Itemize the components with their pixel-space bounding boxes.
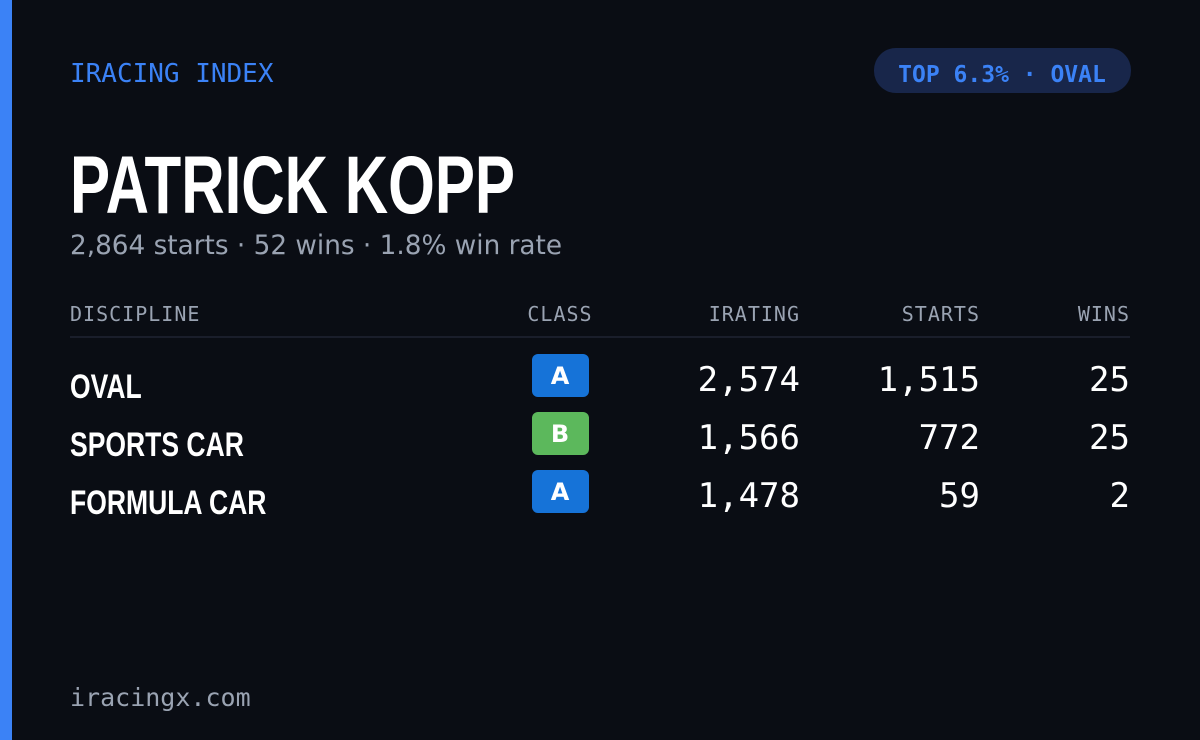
stat-value: 1,515 bbox=[878, 360, 980, 400]
player-name: PATRICK KOPP bbox=[70, 140, 515, 231]
badge: TOP 6.3% · OVAL bbox=[898, 62, 1106, 88]
discipline: OVAL bbox=[70, 368, 142, 406]
brand: IRACING INDEX bbox=[70, 59, 274, 89]
stat-value: 59 bbox=[939, 476, 980, 516]
stat-value: 25 bbox=[1089, 360, 1130, 400]
class-label: B bbox=[551, 420, 569, 448]
column-header: IRATING bbox=[709, 302, 800, 326]
badge-bg bbox=[874, 48, 1131, 93]
stat-value: 1,478 bbox=[698, 476, 800, 516]
stat-value: 2,574 bbox=[698, 360, 800, 400]
stat-value: 772 bbox=[919, 418, 980, 458]
class-badge bbox=[532, 412, 589, 455]
discipline: FORMULA CAR bbox=[70, 484, 266, 522]
discipline: SPORTS CAR bbox=[70, 426, 244, 464]
class-label: A bbox=[551, 362, 570, 390]
column-header: CLASS bbox=[527, 302, 592, 326]
class-label: A bbox=[551, 478, 570, 506]
summary: 2,864 starts · 52 wins · 1.8% win rate bbox=[70, 230, 562, 261]
footer: iracingx.com bbox=[70, 683, 251, 712]
column-header: STARTS bbox=[902, 302, 980, 326]
class-badge bbox=[532, 470, 589, 513]
stat-value: 2 bbox=[1110, 476, 1130, 516]
stat-value: 25 bbox=[1089, 418, 1130, 458]
class-badge bbox=[532, 354, 589, 397]
stat-value: 1,566 bbox=[698, 418, 800, 458]
accent-stripe bbox=[0, 0, 12, 740]
column-header: WINS bbox=[1078, 302, 1130, 326]
column-header: DISCIPLINE bbox=[70, 302, 200, 326]
